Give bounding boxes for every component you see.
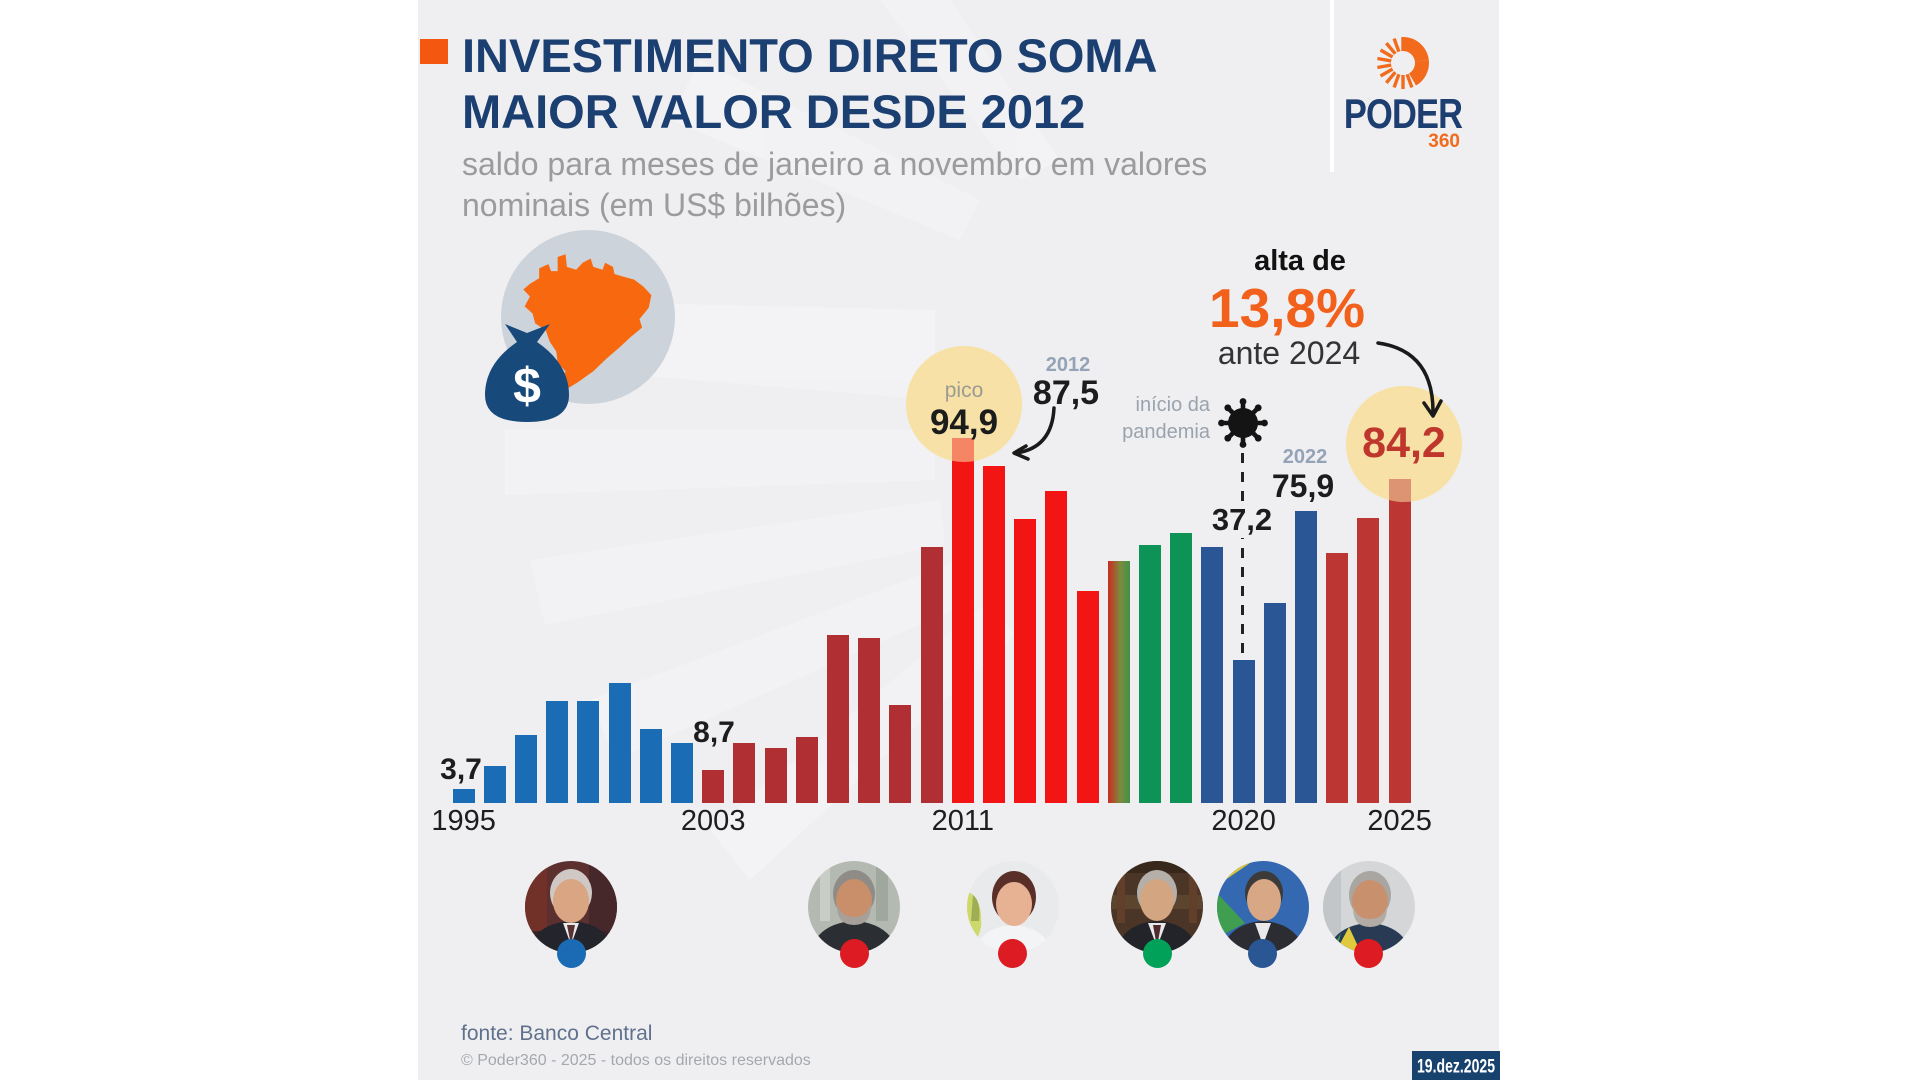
svg-text:19.dez.2025: 19.dez.2025 — [1417, 1057, 1495, 1078]
svg-text:PODER: PODER — [1344, 91, 1462, 138]
svg-text:360: 360 — [1428, 131, 1460, 152]
svg-text:$: $ — [513, 358, 541, 414]
